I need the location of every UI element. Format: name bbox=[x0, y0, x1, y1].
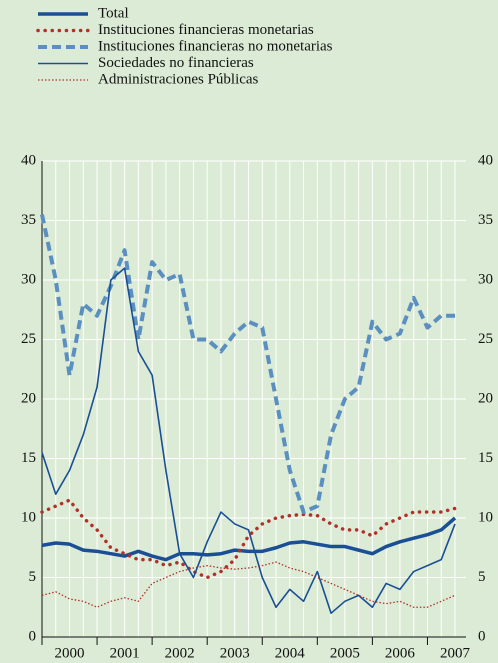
y-tick-label: 25 bbox=[21, 331, 36, 347]
legend-label: Instituciones financieras monetarias bbox=[98, 22, 314, 38]
x-tick-label: 2003 bbox=[220, 645, 250, 661]
x-tick-label: 2007 bbox=[440, 645, 471, 661]
y-tick-label: 15 bbox=[21, 450, 36, 466]
y-tick-label: 35 bbox=[21, 212, 36, 228]
y2-tick-label: 20 bbox=[478, 390, 493, 406]
x-tick-label: 2001 bbox=[110, 645, 140, 661]
y2-tick-label: 10 bbox=[478, 509, 493, 525]
y-tick-label: 10 bbox=[21, 509, 36, 525]
legend-label: Administraciones Públicas bbox=[98, 71, 259, 87]
x-tick-label: 2004 bbox=[275, 645, 306, 661]
y-tick-label: 40 bbox=[21, 152, 36, 168]
series-line bbox=[41, 561, 456, 608]
y2-tick-label: 5 bbox=[478, 569, 486, 585]
y-tick-label: 5 bbox=[29, 569, 37, 585]
y-tick-label: 30 bbox=[21, 271, 36, 287]
legend-label: Sociedades no financieras bbox=[98, 55, 254, 71]
y2-tick-label: 40 bbox=[478, 152, 493, 168]
y-tick-label: 0 bbox=[29, 628, 37, 644]
y2-tick-label: 15 bbox=[478, 450, 493, 466]
x-tick-label: 2006 bbox=[385, 645, 416, 661]
legend-label: Instituciones financieras no monetarias bbox=[98, 38, 333, 54]
series-line bbox=[41, 267, 456, 614]
x-tick-label: 2005 bbox=[330, 645, 360, 661]
series-line bbox=[40, 498, 457, 580]
y2-tick-label: 0 bbox=[478, 628, 486, 644]
y-tick-label: 20 bbox=[21, 390, 36, 406]
legend-label: Total bbox=[98, 5, 129, 21]
y2-tick-label: 25 bbox=[478, 331, 493, 347]
y2-tick-label: 35 bbox=[478, 212, 493, 228]
series-line bbox=[41, 516, 457, 562]
x-tick-label: 2002 bbox=[165, 645, 195, 661]
y2-tick-label: 30 bbox=[478, 271, 493, 287]
x-tick-label: 2000 bbox=[55, 645, 85, 661]
